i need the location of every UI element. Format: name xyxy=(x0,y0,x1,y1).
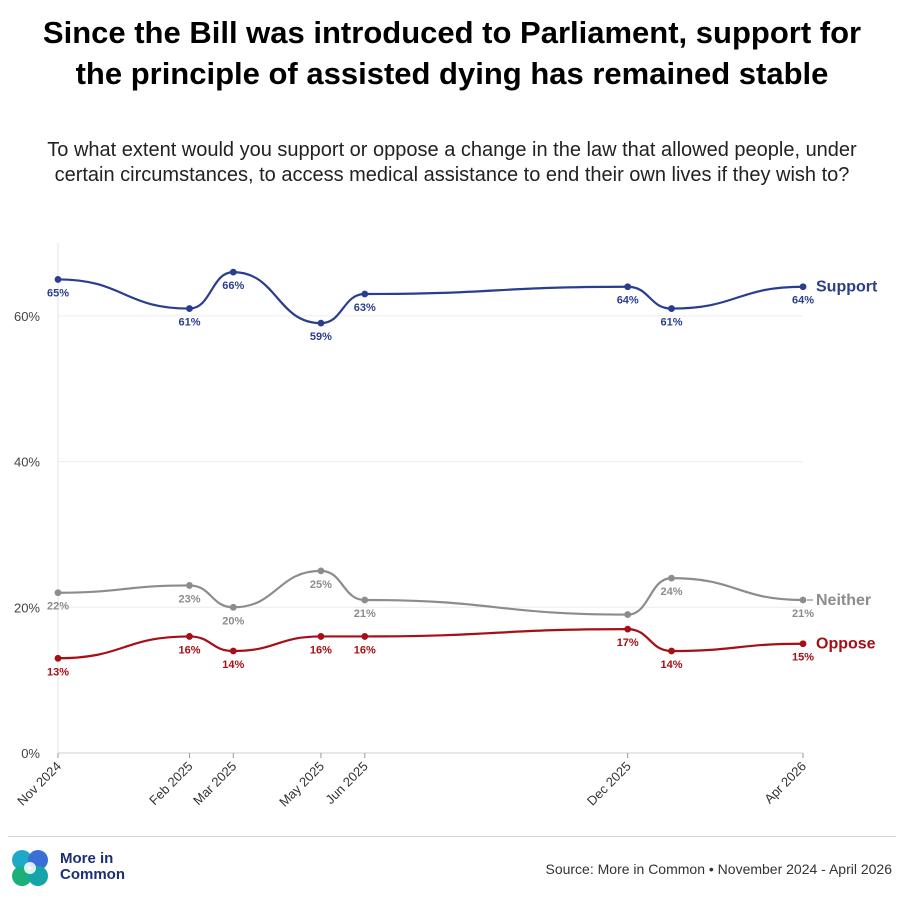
neither-data-point xyxy=(317,567,325,575)
neither-data-label: 22% xyxy=(47,601,69,613)
source-note: Source: More in Common • November 2024 -… xyxy=(545,861,892,877)
oppose-data-label: 13% xyxy=(47,666,69,678)
support-data-point xyxy=(361,290,369,298)
support-data-label: 66% xyxy=(222,280,244,292)
logo-text: More in Common xyxy=(60,850,125,883)
support-data-label: 64% xyxy=(617,295,639,307)
oppose-data-label: 15% xyxy=(792,652,814,664)
x-tick-label: Dec 2025 xyxy=(584,759,634,809)
support-series-label: Support xyxy=(816,279,878,296)
oppose-data-label: 16% xyxy=(310,644,332,656)
neither-data-label: 20% xyxy=(222,615,244,627)
oppose-data-point xyxy=(668,647,675,655)
neither-data-point xyxy=(361,596,369,604)
oppose-data-point xyxy=(317,633,325,640)
oppose-data-point xyxy=(54,654,62,662)
x-tick-label: Jun 2025 xyxy=(322,759,370,807)
x-tick-label: Apr 2026 xyxy=(761,759,809,807)
oppose-series-line xyxy=(57,628,804,660)
oppose-series-label: Oppose xyxy=(816,636,876,653)
neither-data-point xyxy=(668,574,675,582)
support-data-label: 59% xyxy=(310,331,332,343)
neither-data-point xyxy=(799,596,807,604)
support-data-point xyxy=(317,319,325,327)
more-in-common-logo-icon xyxy=(12,850,48,886)
oppose-data-label: 14% xyxy=(661,659,683,671)
x-tick-label: Feb 2025 xyxy=(146,759,195,808)
oppose-data-label: 16% xyxy=(178,644,200,656)
neither-series-line xyxy=(57,569,804,616)
support-data-point xyxy=(624,283,632,291)
neither-data-point xyxy=(54,589,62,597)
neither-data-label: 21% xyxy=(354,608,376,620)
neither-data-label: 23% xyxy=(178,593,200,605)
oppose-data-point xyxy=(229,647,237,655)
oppose-data-point xyxy=(799,640,807,648)
chart-title: Since the Bill was introduced to Parliam… xyxy=(42,15,862,91)
oppose-data-label: 16% xyxy=(354,644,376,656)
x-tick-label: Mar 2025 xyxy=(190,759,239,808)
neither-data-point xyxy=(624,611,632,618)
y-tick-label: 20% xyxy=(14,600,40,615)
chart-subtitle: To what extent would you support or oppo… xyxy=(47,139,857,186)
support-data-point xyxy=(668,305,675,312)
neither-data-label: 25% xyxy=(310,579,332,591)
footer-divider xyxy=(8,836,896,837)
x-tick-label: May 2025 xyxy=(276,759,327,810)
support-data-label: 65% xyxy=(47,287,69,299)
y-tick-label: 40% xyxy=(14,455,40,470)
neither-series-label: Neither xyxy=(816,592,871,609)
oppose-data-point xyxy=(624,625,632,633)
neither-data-point xyxy=(186,582,193,589)
neither-data-point xyxy=(229,603,237,611)
support-data-point xyxy=(229,268,237,276)
support-data-label: 64% xyxy=(792,295,814,307)
x-tick-label: Nov 2024 xyxy=(14,759,64,809)
support-data-label: 61% xyxy=(178,317,200,329)
oppose-data-label: 17% xyxy=(617,637,639,649)
support-data-point xyxy=(54,276,62,283)
support-data-label: 61% xyxy=(661,317,683,329)
support-data-point xyxy=(799,283,807,291)
oppose-data-point xyxy=(186,633,193,640)
y-tick-label: 60% xyxy=(14,309,40,324)
oppose-data-point xyxy=(361,633,369,640)
oppose-data-label: 14% xyxy=(222,659,244,671)
support-data-point xyxy=(186,305,193,312)
support-data-label: 63% xyxy=(354,302,376,314)
neither-data-label: 24% xyxy=(661,586,683,598)
y-tick-label: 0% xyxy=(21,746,40,761)
neither-data-label: 21% xyxy=(792,608,814,620)
